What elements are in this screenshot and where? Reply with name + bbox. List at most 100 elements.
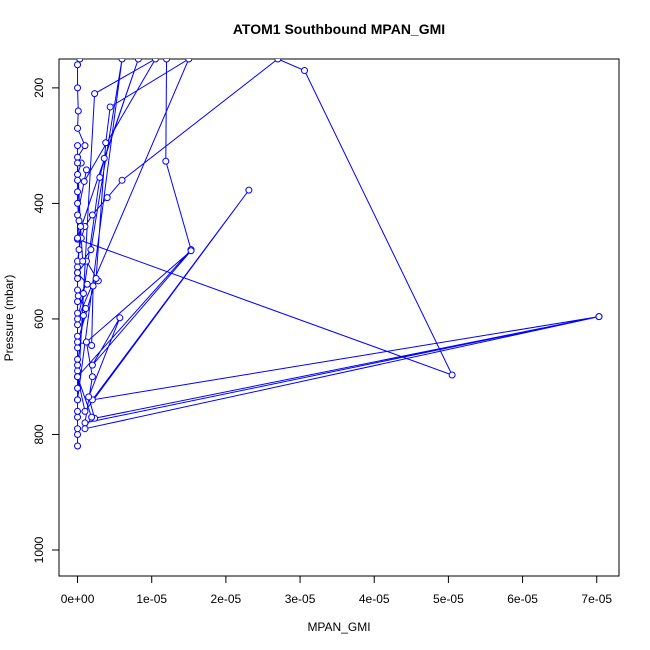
data-point [74, 171, 82, 179]
data-point [74, 124, 82, 132]
data-point [595, 313, 603, 321]
data-point [92, 275, 100, 283]
data-point [245, 186, 253, 194]
data-point [82, 166, 90, 174]
data-point [74, 176, 82, 184]
data-point [74, 298, 82, 306]
data-point [88, 342, 96, 350]
data-point [187, 247, 195, 255]
x-tick-label: 7e-05 [581, 592, 612, 606]
y-axis-label: Pressure (mbar) [2, 275, 16, 362]
data-point [91, 90, 99, 98]
data-point [77, 223, 85, 231]
data-point [74, 263, 82, 271]
data-point [89, 282, 97, 290]
data-point [74, 407, 82, 415]
x-tick-label: 2e-05 [211, 592, 242, 606]
data-point [448, 371, 456, 379]
x-tick-label: 3e-05 [285, 592, 316, 606]
x-tick-label: 6e-05 [507, 592, 538, 606]
data-point [74, 107, 82, 115]
data-point [100, 154, 108, 162]
data-point [74, 84, 82, 92]
data-point [74, 396, 82, 404]
y-axis: 200 400 600 800 1000 [32, 78, 59, 563]
data-point [74, 413, 82, 421]
x-axis-label: MPAN_GMI [307, 620, 370, 634]
data-point [88, 373, 96, 381]
data-point [118, 59, 126, 63]
x-tick-label: 1e-05 [136, 592, 167, 606]
data-point [76, 59, 84, 63]
data-point [74, 442, 82, 450]
data-point [74, 425, 82, 433]
series-line [76, 59, 600, 447]
data-point [79, 311, 87, 319]
data-point [81, 142, 89, 150]
data-point [81, 425, 89, 433]
data-point [116, 314, 124, 322]
data-point [74, 315, 82, 323]
data-point [74, 355, 82, 363]
data-point [74, 269, 82, 277]
data-point [74, 153, 82, 161]
data-point [74, 142, 82, 150]
data-point [88, 413, 96, 421]
data-point [74, 199, 82, 207]
data-point [74, 211, 82, 219]
data-point [301, 67, 309, 75]
data-point [134, 59, 142, 63]
data-point [118, 176, 126, 184]
data-point [75, 246, 83, 254]
data-point [274, 59, 282, 63]
data-point [74, 361, 82, 369]
data-point [74, 61, 82, 69]
y-tick-label: 1000 [32, 536, 46, 563]
data-point [81, 407, 89, 415]
y-tick-label: 800 [32, 424, 46, 444]
data-point [151, 59, 159, 63]
data-point [74, 275, 82, 283]
x-tick-label: 4e-05 [359, 592, 390, 606]
x-tick-label: 0e+00 [61, 592, 95, 606]
y-tick-label: 600 [32, 309, 46, 329]
y-tick-label: 400 [32, 193, 46, 213]
data-point [88, 361, 96, 369]
data-point [102, 139, 110, 147]
plot-frame [58, 58, 620, 577]
x-tick-label: 5e-05 [433, 592, 464, 606]
data-point [74, 188, 82, 196]
data-point [74, 321, 82, 329]
data-point [103, 194, 111, 202]
data-point [74, 159, 82, 167]
data-point [79, 290, 87, 298]
data-point [74, 430, 82, 438]
x-axis: 0e+00 1e-05 2e-05 3e-05 4e-05 5e-05 6e-05 7e-05 [61, 576, 612, 606]
data-point [85, 393, 93, 401]
data-point [74, 373, 82, 381]
data-point [82, 338, 90, 346]
data-point [162, 157, 170, 165]
y-tick-label: 200 [32, 78, 46, 98]
data-point [163, 59, 171, 63]
data-point [88, 211, 96, 219]
plot-area [74, 59, 603, 450]
data-point [74, 309, 82, 317]
data-point [74, 344, 82, 352]
data-point [74, 286, 82, 294]
data-point [74, 338, 82, 346]
chart-title: ATOM1 Southbound MPAN_GMI [233, 21, 445, 37]
data-point [74, 367, 82, 375]
data-point [80, 177, 88, 185]
data-point [79, 257, 87, 265]
data-point [106, 103, 114, 111]
data-point [74, 234, 82, 242]
data-point [185, 59, 193, 63]
data-point [75, 217, 83, 225]
data-point [81, 419, 89, 427]
data-point [82, 305, 90, 313]
data-point [87, 246, 95, 254]
data-point [74, 332, 82, 340]
data-point [74, 384, 82, 392]
